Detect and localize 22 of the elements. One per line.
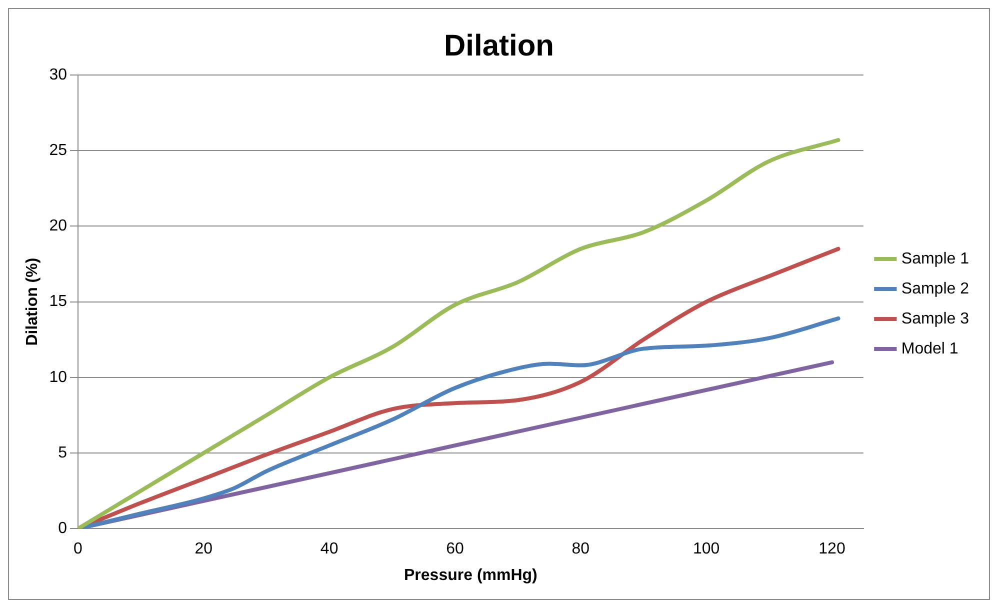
line-series: [78, 138, 840, 529]
y-tick-label: 15: [49, 293, 68, 310]
y-tick-label: 0: [58, 520, 68, 538]
y-tick-label: 25: [49, 142, 68, 160]
legend-label: Sample 1: [901, 250, 970, 268]
x-tick-label: 100: [692, 540, 720, 558]
x-tick-label: 40: [320, 540, 338, 558]
x-tick-label: 20: [194, 540, 213, 558]
y-tick-label: 20: [49, 218, 68, 235]
y-tick-label: 5: [58, 444, 68, 462]
x-tick-label: 60: [446, 540, 464, 558]
y-tick-label: 30: [49, 66, 68, 84]
legend-label: Model 1: [901, 340, 958, 358]
x-tick-label: 120: [818, 540, 846, 558]
x-tick-label: 80: [572, 540, 590, 558]
x-tick-label: 0: [74, 540, 83, 558]
x-axis-title: Pressure (mmHg): [404, 566, 538, 584]
chart-title: Dilation: [444, 29, 554, 62]
y-axis-title: Dilation (%): [24, 258, 42, 346]
legend-label: Sample 2: [901, 280, 970, 298]
legend-label: Sample 3: [901, 310, 970, 328]
y-tick-label: 10: [49, 368, 68, 386]
